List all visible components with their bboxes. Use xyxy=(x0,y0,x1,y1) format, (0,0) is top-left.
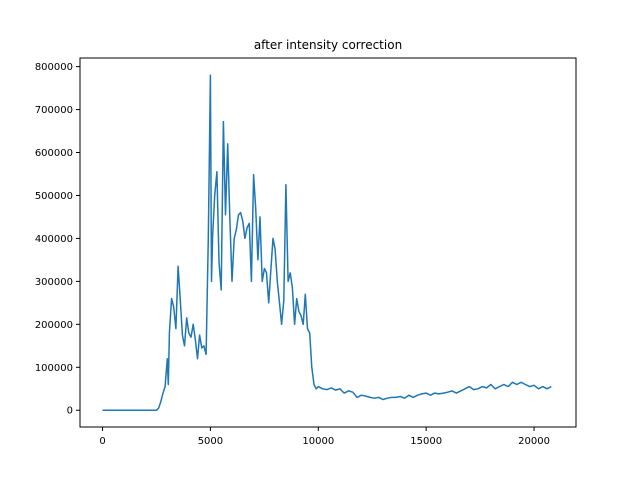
y-tick-label: 800000 xyxy=(35,62,73,73)
x-axis: 0 5000 10000 15000 20000 xyxy=(99,427,550,447)
chart-title: after intensity correction xyxy=(254,38,402,52)
x-tick-label: 15000 xyxy=(410,436,442,447)
y-tick-label: 500000 xyxy=(35,191,73,202)
y-tick-label: 0 xyxy=(67,406,73,417)
x-tick-label: 20000 xyxy=(518,436,550,447)
x-tick-label: 5000 xyxy=(198,436,223,447)
y-tick-label: 400000 xyxy=(35,234,73,245)
y-tick-label: 300000 xyxy=(35,277,73,288)
y-tick-label: 700000 xyxy=(35,105,73,116)
axes-frame xyxy=(79,57,577,428)
plot-area xyxy=(102,74,552,411)
y-tick-label: 200000 xyxy=(35,320,73,331)
x-tick-label: 0 xyxy=(99,436,105,447)
x-tick-label: 10000 xyxy=(302,436,334,447)
y-tick-label: 600000 xyxy=(35,148,73,159)
y-axis: 0 100000 200000 300000 400000 500000 600000 700… xyxy=(35,62,80,417)
y-tick-label: 100000 xyxy=(35,363,73,374)
series-line-0 xyxy=(102,74,552,411)
